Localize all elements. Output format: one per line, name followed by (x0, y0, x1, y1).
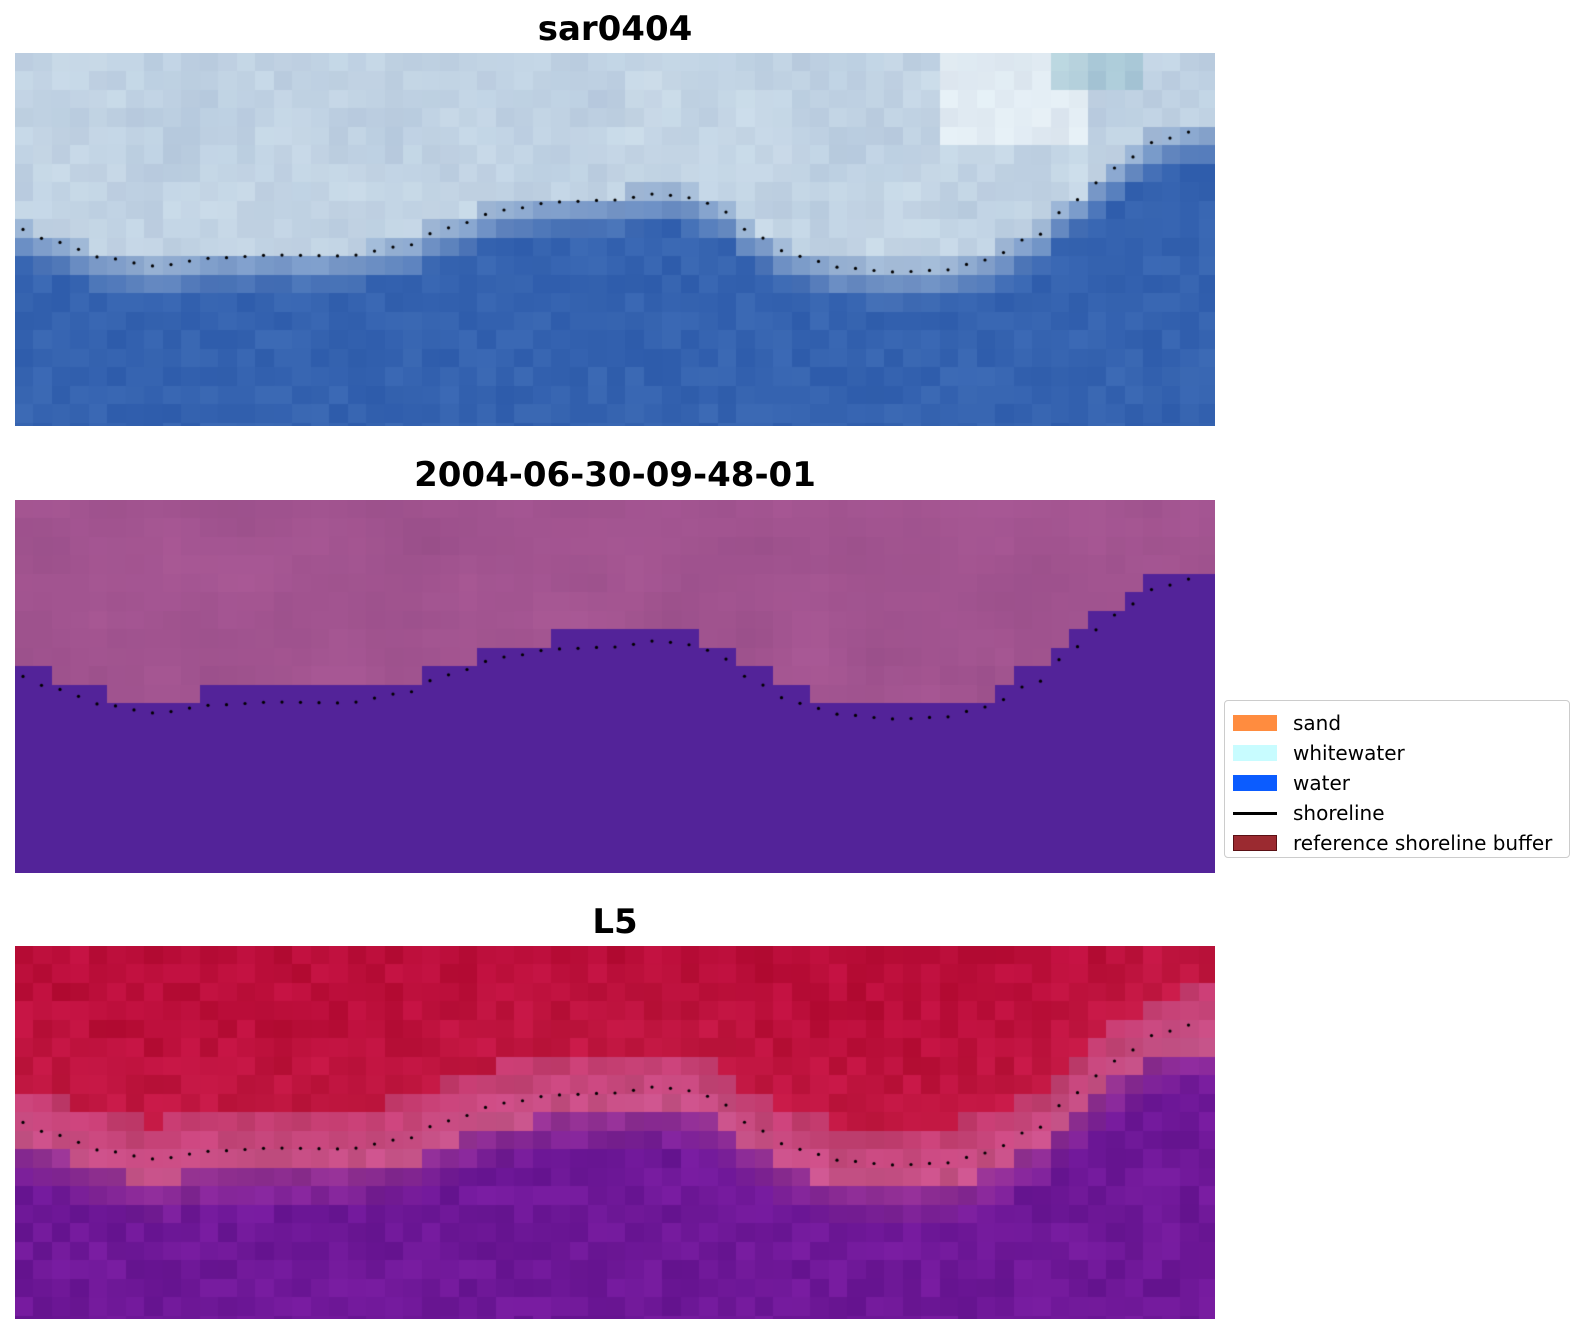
legend-item-sand: sand (1233, 708, 1569, 738)
legend-label-sand: sand (1293, 711, 1342, 735)
sar-image-panel (15, 53, 1215, 426)
classification-image-panel (15, 500, 1215, 873)
legend: sand whitewater water shoreline referenc… (1224, 700, 1570, 858)
index-image-panel (15, 946, 1215, 1319)
legend-swatch-whitewater (1233, 745, 1277, 761)
legend-item-whitewater: whitewater (1233, 738, 1569, 768)
panel-title-sar: sar0404 (537, 9, 693, 49)
legend-line-shoreline (1233, 811, 1277, 815)
legend-item-water: water (1233, 768, 1569, 798)
panel-title-classification: 2004-06-30-09-48-01 (414, 455, 816, 495)
legend-item-shoreline: shoreline (1233, 798, 1569, 828)
legend-swatch-water (1233, 775, 1277, 791)
panel-title-index: L5 (592, 902, 638, 942)
legend-label-reference-buffer: reference shoreline buffer (1293, 831, 1553, 855)
legend-label-shoreline: shoreline (1293, 801, 1385, 825)
legend-swatch-reference-buffer (1233, 835, 1277, 851)
legend-label-whitewater: whitewater (1293, 741, 1405, 765)
legend-swatch-sand (1233, 715, 1277, 731)
legend-item-reference-buffer: reference shoreline buffer (1233, 828, 1569, 858)
legend-label-water: water (1293, 771, 1350, 795)
